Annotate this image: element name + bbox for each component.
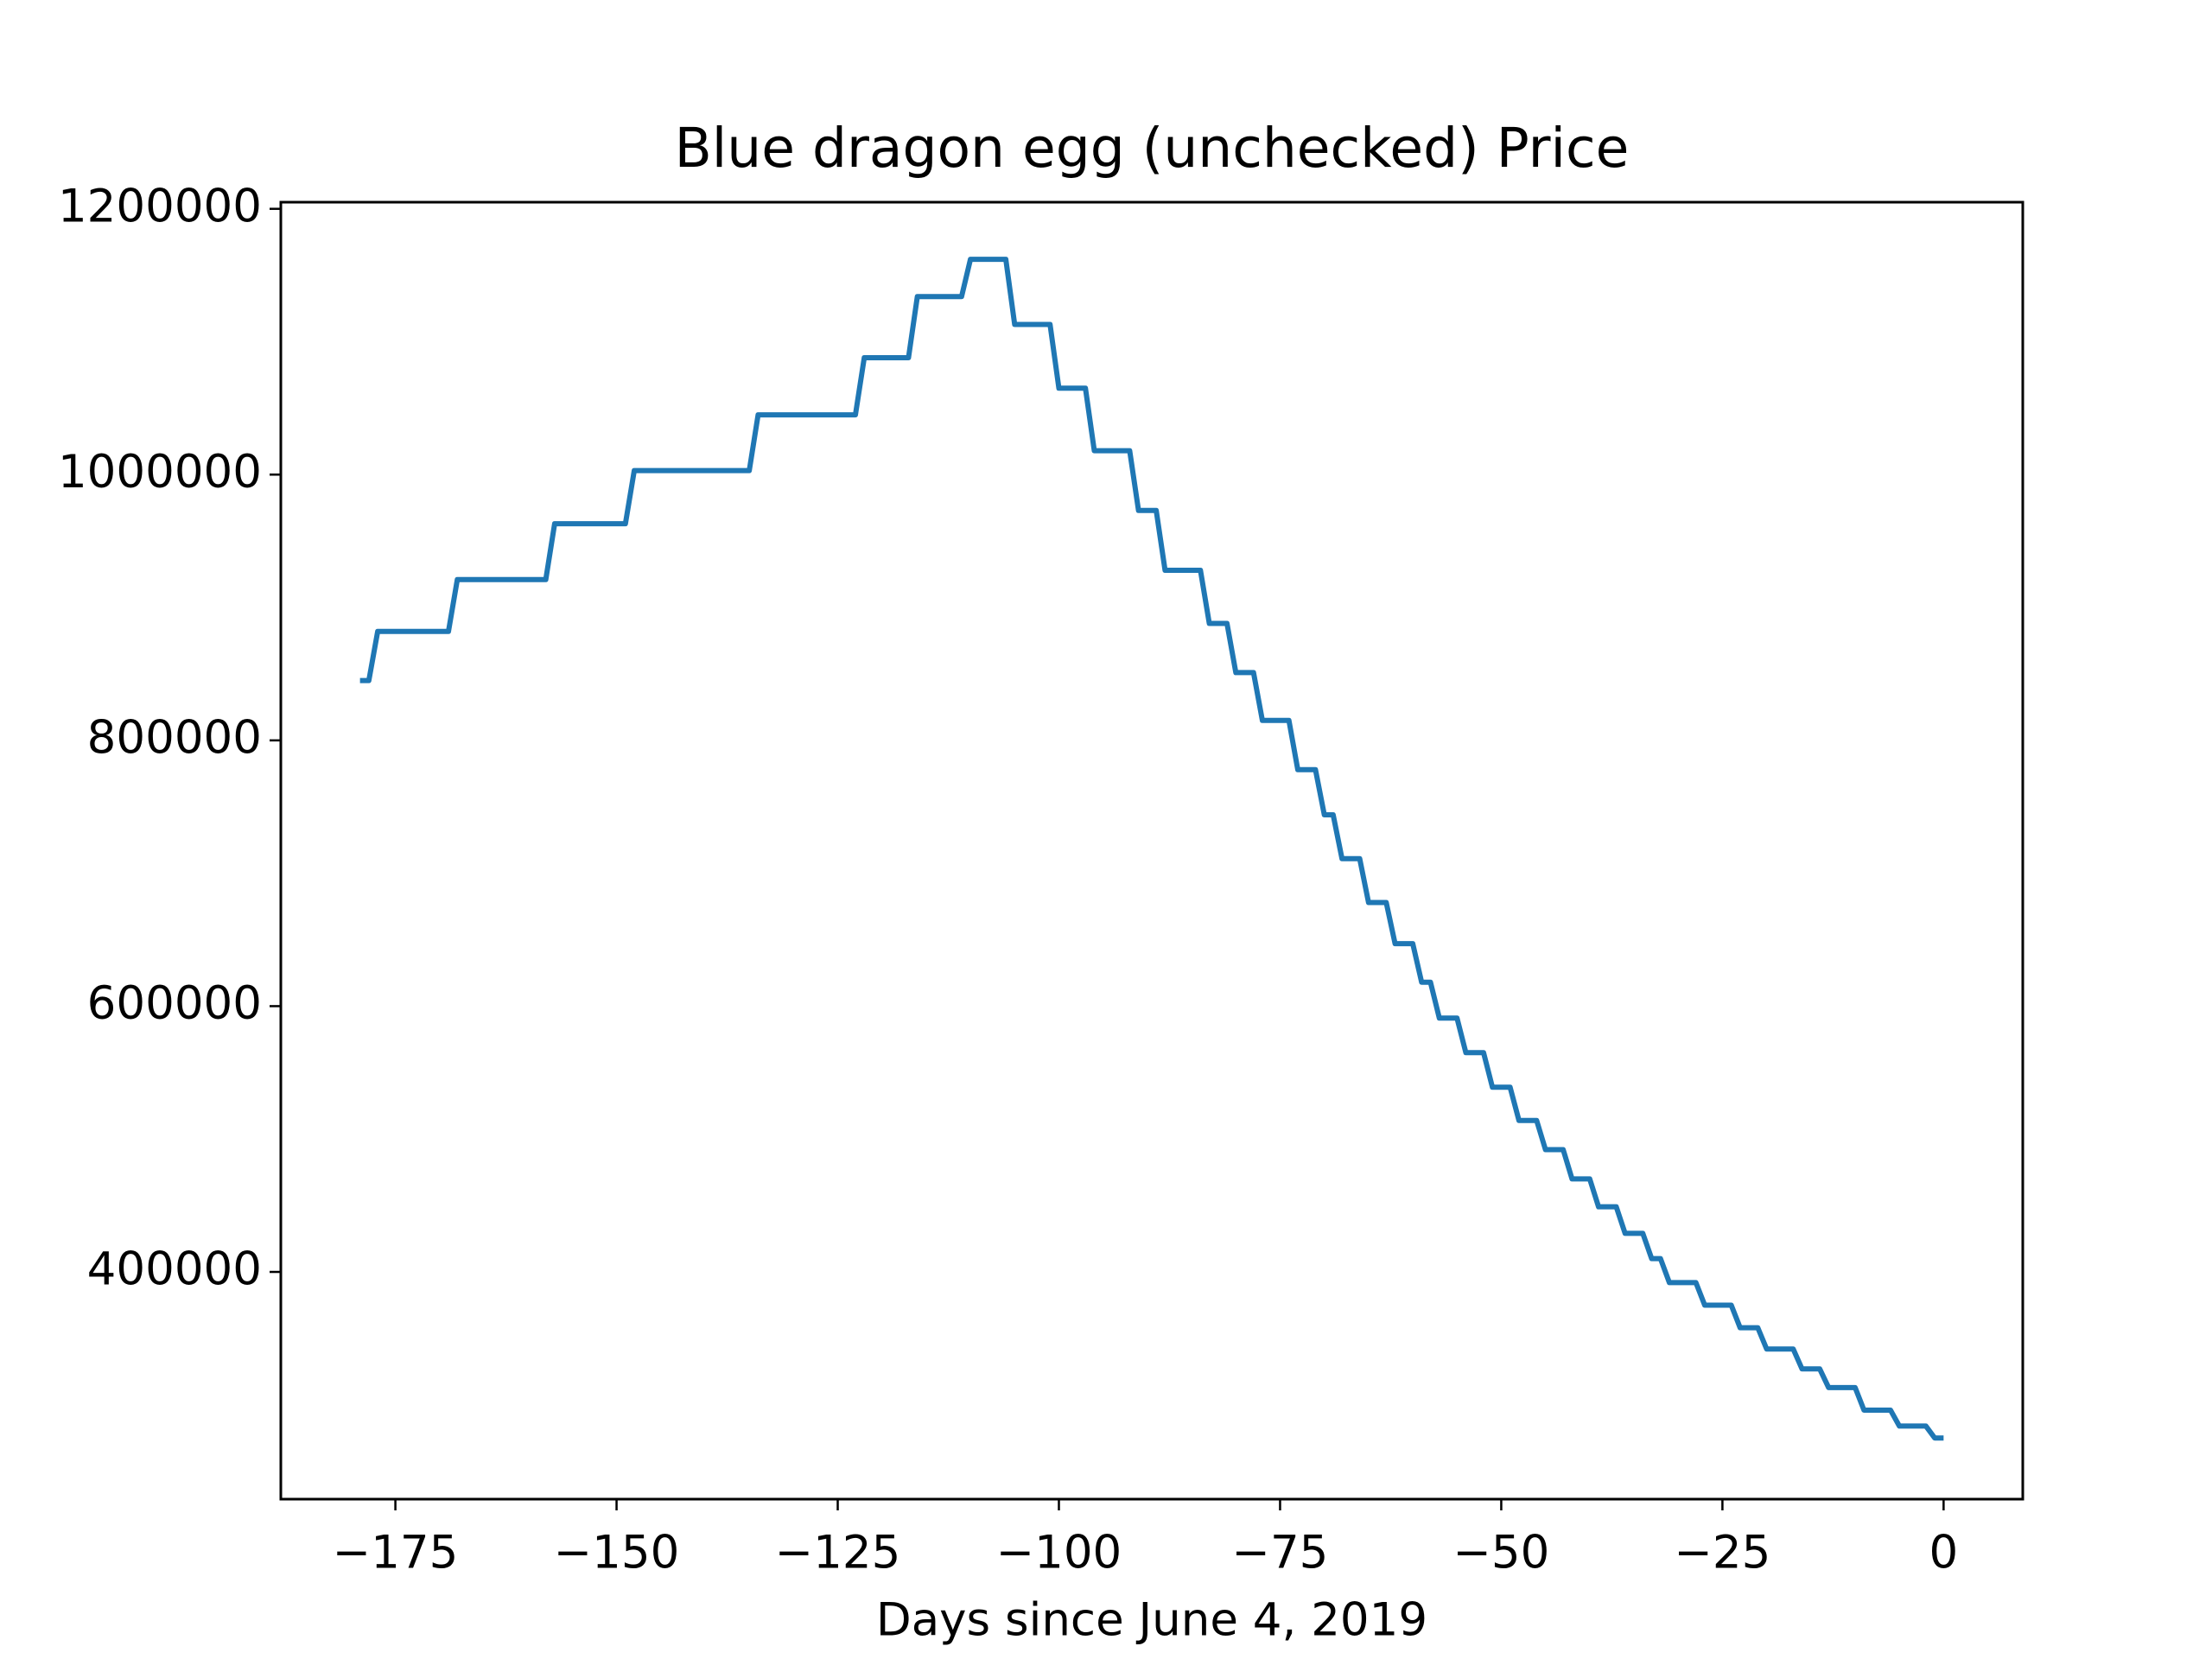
x-tick-label: −50 — [1452, 1527, 1549, 1580]
x-tick-label: 0 — [1929, 1527, 1958, 1580]
x-tick-label: −75 — [1232, 1527, 1329, 1580]
chart-title: Blue dragon egg (unchecked) Price — [675, 117, 1630, 180]
x-tick-label: −175 — [333, 1527, 459, 1580]
y-tick-label: 1200000 — [58, 180, 262, 232]
y-tick-label: 1000000 — [58, 446, 262, 499]
y-tick-label: 800000 — [87, 711, 262, 764]
y-tick-label: 600000 — [87, 977, 262, 1030]
x-tick-label: −150 — [554, 1527, 680, 1580]
x-tick-label: −100 — [996, 1527, 1122, 1580]
y-tick-label: 400000 — [87, 1243, 262, 1296]
x-tick-label: −125 — [775, 1527, 901, 1580]
x-axis-label: Days since June 4, 2019 — [876, 1594, 1427, 1647]
line-series — [359, 257, 1944, 1441]
plot-frame — [279, 200, 2024, 1501]
x-tick-label: −25 — [1674, 1527, 1770, 1580]
